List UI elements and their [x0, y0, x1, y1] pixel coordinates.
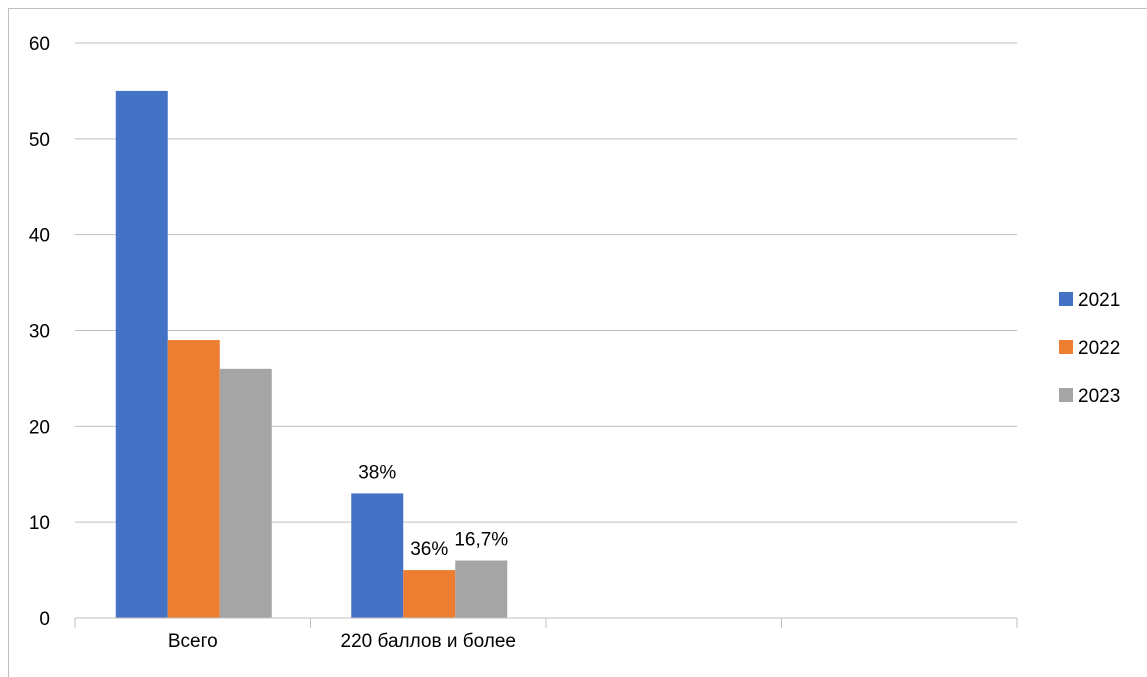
y-tick-label: 20: [29, 417, 50, 438]
bar-2022: [403, 570, 456, 618]
legend-label: 2021: [1078, 290, 1120, 311]
legend-swatch-2021: [1059, 292, 1073, 306]
x-category-label: Всего: [168, 631, 218, 652]
data-labels: 38% 36% 16,7%: [358, 462, 508, 560]
bar-2022: [167, 340, 220, 618]
bar-2023: [455, 560, 508, 618]
chart-frame: [8, 8, 1147, 677]
legend-swatch-2022: [1059, 340, 1073, 354]
legend-label: 2022: [1078, 338, 1120, 359]
y-axis-tick-labels: 0 10 20 30 40 50 60: [29, 34, 50, 630]
bar-2023: [219, 368, 272, 618]
y-tick-label: 0: [39, 609, 50, 630]
y-tick-label: 30: [29, 322, 50, 343]
bars: [115, 90, 508, 618]
data-label: 16,7%: [454, 530, 508, 551]
gridlines: [75, 42, 1017, 523]
data-label: 38%: [358, 462, 396, 483]
y-tick-label: 50: [29, 130, 50, 151]
y-tick-label: 40: [29, 226, 50, 247]
y-tick-label: 60: [29, 34, 50, 55]
bar-2021: [351, 493, 404, 618]
bar-2021: [115, 90, 168, 618]
legend-label: 2023: [1078, 386, 1120, 407]
x-category-label: 220 баллов и более: [341, 631, 516, 652]
legend-swatch-2023: [1059, 388, 1073, 402]
y-tick-label: 10: [29, 513, 50, 534]
legend: 2021 2022 2023: [1059, 290, 1120, 407]
data-label: 36%: [410, 539, 448, 560]
x-axis: Всего 220 баллов и более: [74, 617, 1018, 652]
